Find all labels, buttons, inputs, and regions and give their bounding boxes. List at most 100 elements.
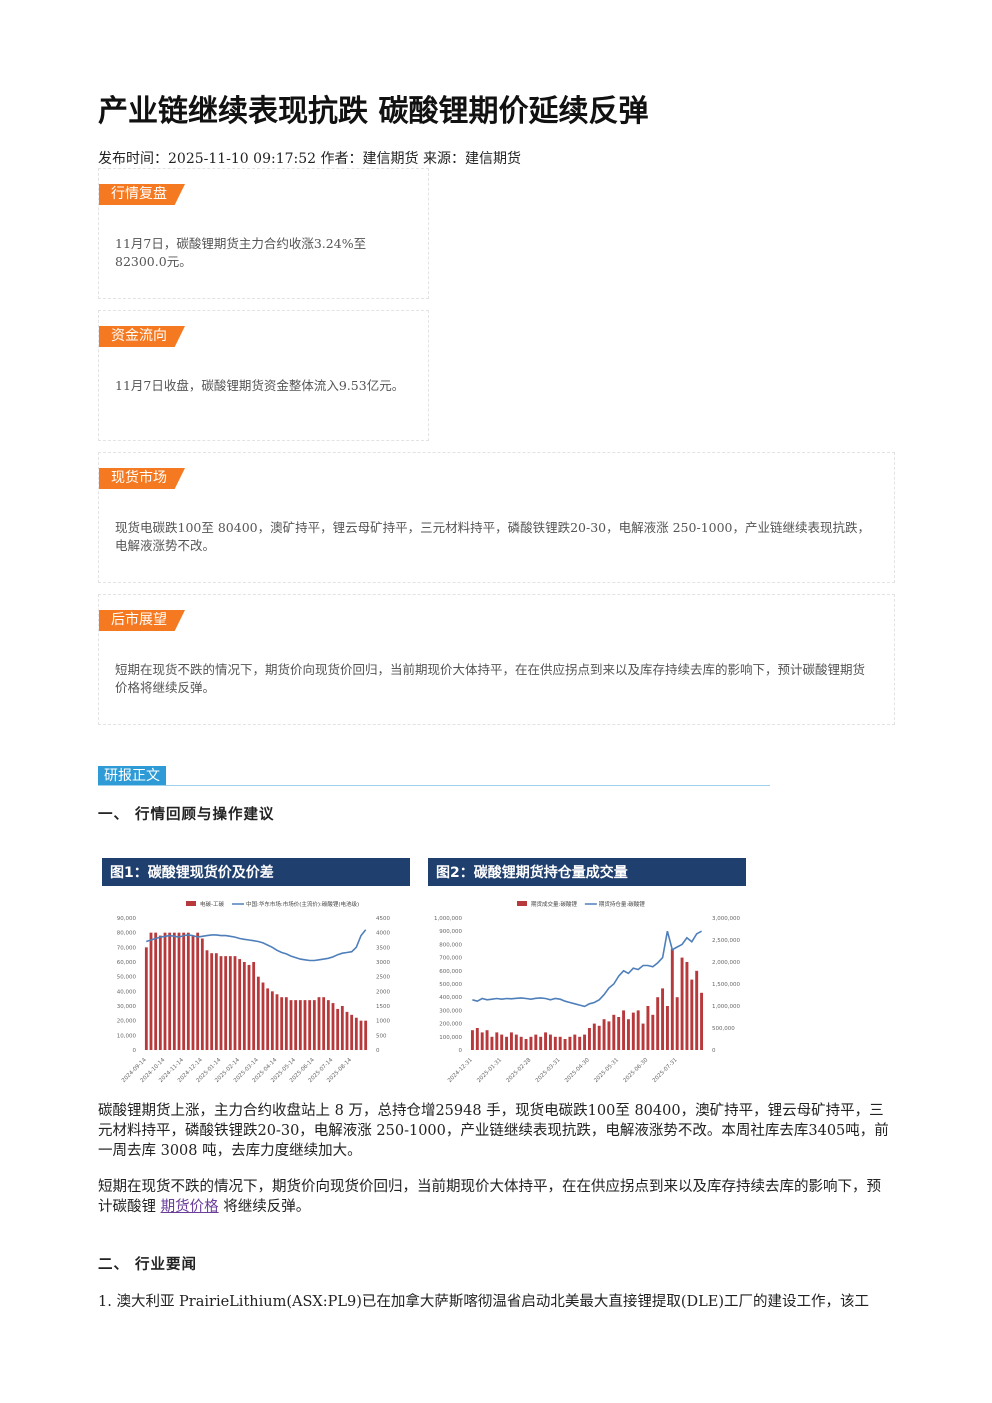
heading: 二、 行业要闻: [98, 1256, 198, 1273]
bar: [568, 1036, 572, 1050]
bar: [359, 1020, 363, 1050]
y-tick-label: 500,000: [439, 982, 462, 988]
bar: [261, 982, 265, 1050]
bar: [144, 947, 148, 1050]
bar: [548, 1034, 552, 1050]
y2-tick-label: 1,000,000: [712, 1004, 740, 1010]
section-tag: 后市展望: [99, 610, 185, 631]
bar: [177, 932, 181, 1050]
y-tick-label: 100,000: [439, 1035, 462, 1041]
y2-tick-label: 2000: [376, 989, 390, 995]
x-tick-label: 2025-07-31: [652, 1057, 679, 1084]
y2-tick-label: 0: [712, 1048, 716, 1054]
bar: [289, 1000, 293, 1050]
y-tick-label: 300,000: [439, 1008, 462, 1014]
legend-label: 期货成交量:碳酸锂: [531, 900, 577, 908]
bar: [331, 1003, 335, 1050]
y2-tick-label: 4000: [376, 931, 390, 937]
bar: [626, 1019, 630, 1050]
bar: [205, 950, 209, 1050]
y-tick-label: 900,000: [439, 929, 462, 935]
bar: [252, 962, 256, 1050]
y-tick-label: 10,000: [117, 1033, 137, 1039]
bar: [364, 1020, 368, 1050]
bar: [298, 1000, 302, 1050]
x-tick-label: 2025-04-30: [564, 1057, 591, 1084]
y2-tick-label: 4500: [376, 916, 390, 922]
y2-tick-label: 2,500,000: [712, 938, 740, 944]
bar: [592, 1023, 596, 1050]
bar: [294, 1000, 298, 1050]
y2-tick-label: 3500: [376, 945, 390, 951]
bar: [607, 1021, 611, 1050]
bar: [573, 1034, 577, 1050]
bar: [186, 932, 190, 1050]
legend-label: 中国:华东市场:市场价(主流价):碳酸锂(电池级): [246, 900, 359, 908]
link[interactable]: 期货价格: [160, 1199, 219, 1215]
x-tick-label: 2025-03-31: [535, 1057, 562, 1084]
bar: [558, 1036, 562, 1050]
bar: [238, 959, 242, 1050]
bar: [196, 932, 200, 1050]
x-tick-label: 2025-01-31: [476, 1057, 503, 1084]
bar: [242, 962, 246, 1050]
y2-tick-label: 3000: [376, 960, 390, 966]
chart-header: [102, 858, 410, 886]
y-tick-label: 30,000: [117, 1004, 137, 1010]
bar: [495, 1032, 499, 1050]
news-item: 1. 澳大利亚 PrairieLithium(ASX:PL9)已在加拿大萨斯喀彻…: [98, 1294, 870, 1310]
y-tick-label: 60,000: [117, 960, 137, 966]
x-tick-label: 2025-05-31: [593, 1057, 620, 1084]
x-tick-label: 2025-06-30: [623, 1057, 650, 1084]
bar: [224, 956, 228, 1050]
bar: [350, 1014, 354, 1050]
y-tick-label: 70,000: [117, 945, 137, 951]
title: 产业链继续表现抗跌 碳酸锂期价延续反弹: [98, 94, 649, 129]
bar: [597, 1025, 601, 1050]
y-tick-label: 600,000: [439, 969, 462, 975]
chart: 图1：碳酸锂现货价及价差 0 10,000 20,000 30,000 40,000 50,…: [102, 858, 410, 1084]
bar: [149, 932, 153, 1050]
bar: [182, 932, 186, 1050]
bar: [172, 932, 176, 1050]
summary-box: 行情复盘 11月7日，碳酸锂期货主力合约收涨3.24%至82300.0元。: [98, 168, 429, 299]
y-tick-label: 1,000,000: [434, 916, 462, 922]
bar: [587, 1028, 591, 1050]
bar: [490, 1036, 494, 1050]
bar: [200, 938, 204, 1050]
bar: [336, 1008, 340, 1050]
y-tick-label: 90,000: [117, 916, 137, 922]
report-tag: 研报正文: [98, 766, 166, 786]
bar: [475, 1028, 479, 1050]
section-tag: 行情复盘: [99, 184, 185, 205]
y-tick-label: 20,000: [117, 1019, 137, 1025]
legend-swatch: [517, 901, 527, 906]
y-tick-label: 0: [133, 1048, 137, 1054]
y-tick-label: 700,000: [439, 956, 462, 962]
summary-box: 资金流向 11月7日收盘，碳酸锂期货资金整体流入9.53亿元。: [98, 310, 429, 441]
bar: [553, 1036, 557, 1050]
bar: [354, 1017, 358, 1050]
bar: [646, 1006, 650, 1050]
bar: [539, 1036, 543, 1050]
heading: 一、 行情回顾与操作建议: [98, 806, 275, 823]
bar: [602, 1019, 606, 1050]
bar: [326, 1000, 330, 1050]
bar: [690, 979, 694, 1050]
section-text: 现货电碳跌100至 80400，澳矿持平，锂云母矿持平，三元材料持平，磷酸铁锂跌…: [115, 520, 871, 553]
summary-box: 后市展望 短期在现货不跌的情况下，期货价向现货价回归，当前期现价大体持平，在在供…: [98, 594, 895, 725]
section-tag: 现货市场: [99, 468, 185, 489]
bar: [340, 1006, 344, 1050]
bar: [631, 1012, 635, 1050]
paragraph: 碳酸锂期货上涨，主力合约收盘站上 8 万，总持仓增25948 手，现货电碳跌10…: [98, 1103, 889, 1159]
y-tick-label: 0: [459, 1048, 463, 1054]
legend-label: 期货持仓量:碳酸锂: [599, 900, 645, 908]
bar: [163, 932, 167, 1050]
bar: [661, 988, 665, 1050]
y2-tick-label: 0: [376, 1048, 380, 1054]
section-tag: 资金流向: [99, 326, 185, 347]
y-tick-label: 50,000: [117, 975, 137, 981]
section-text: 11月7日，碳酸锂期货主力合约收涨3.24%至82300.0元。: [115, 236, 367, 269]
chart-header: [428, 858, 746, 886]
bar: [284, 997, 288, 1050]
